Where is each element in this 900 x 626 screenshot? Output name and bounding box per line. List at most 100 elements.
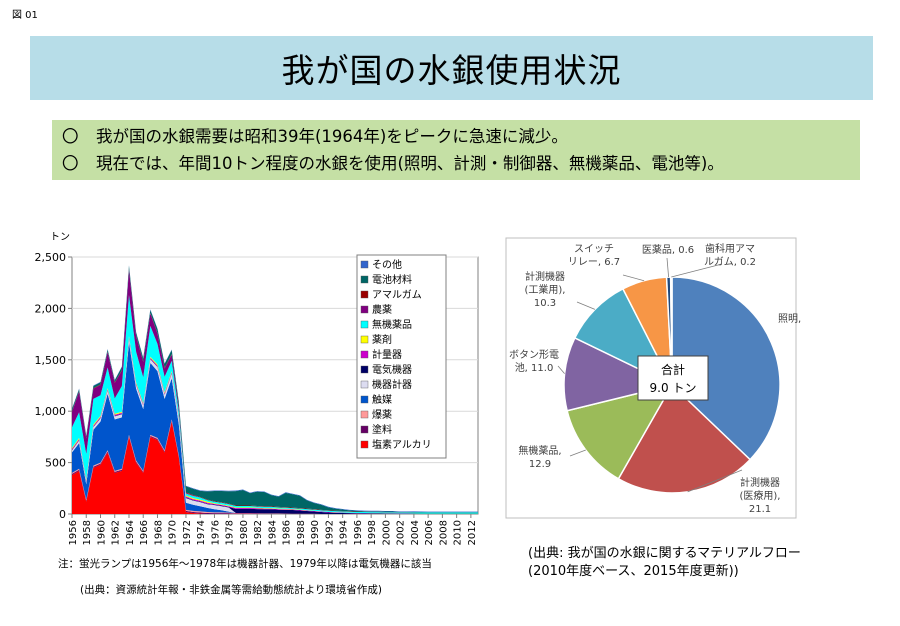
leader-line <box>687 469 743 493</box>
y-tick-label: 1,000 <box>35 405 67 418</box>
leader-line <box>576 301 596 310</box>
legend-swatch <box>360 260 369 269</box>
x-tick-label: 2012 <box>467 520 478 545</box>
pie-slice-label: 歯科用アマルガム, 0.2 <box>704 242 756 268</box>
legend-swatch <box>360 395 369 404</box>
x-tick-label: 1974 <box>196 520 207 545</box>
legend-swatch <box>360 380 369 389</box>
total-value: 9.0 トン <box>650 381 697 395</box>
y-tick-label: 2,000 <box>35 302 67 315</box>
x-tick-label: 2010 <box>453 520 464 545</box>
x-tick-label: 1972 <box>182 520 193 545</box>
legend-label: 電気機器 <box>372 363 412 376</box>
legend-label: 農薬 <box>372 303 392 316</box>
bullet-mark: 〇 <box>62 154 79 173</box>
x-tick-label: 1984 <box>267 520 278 545</box>
leader-line <box>557 365 565 374</box>
x-tick-label: 2002 <box>396 520 407 545</box>
summary-line-1: 〇我が国の水銀需要は昭和39年(1964年)をピークに急速に減少。 <box>52 123 860 150</box>
pie-slice <box>617 383 752 494</box>
x-tick-label: 1988 <box>296 520 307 545</box>
y-axis-unit: トン <box>50 232 70 243</box>
legend-swatch <box>360 440 369 449</box>
x-tick-label: 1976 <box>210 520 221 545</box>
legend-swatch <box>360 320 369 329</box>
source-left: (出典：資源統計年報・非鉄金属等需給動態統計より環境省作成) <box>80 584 382 596</box>
x-tick-label: 2000 <box>381 520 392 545</box>
title-banner: 我が国の水銀使用状況 <box>30 36 873 100</box>
chart-note: 注：蛍光ランプは1956年～1978年は機器計器、1979年以降は電気機器に該当 <box>58 558 432 570</box>
leader-line <box>666 257 669 278</box>
total-box <box>637 355 709 401</box>
x-tick-label: 1966 <box>139 520 150 545</box>
legend-swatch <box>360 410 369 419</box>
legend-swatch <box>360 365 369 374</box>
x-tick-label: 2008 <box>438 520 449 545</box>
legend-label: 薬剤 <box>372 333 392 346</box>
area-series <box>72 342 478 514</box>
pie-slice-label: ボタン形電池, 11.0 <box>509 349 559 374</box>
bullet-mark: 〇 <box>62 127 79 146</box>
legend-swatch <box>360 425 369 434</box>
legend-swatch <box>360 275 369 284</box>
x-tick-label: 1998 <box>367 520 378 545</box>
x-tick-label: 1962 <box>111 520 122 545</box>
x-tick-label: 1956 <box>68 520 79 545</box>
pie-slice-label: 計測機器(工業用), 10.3 <box>525 270 566 309</box>
x-tick-label: 1970 <box>168 520 179 545</box>
y-tick-label: 500 <box>45 457 66 470</box>
y-tick-label: 2,500 <box>35 251 67 264</box>
source-right-line-2: (2010年度ベース、2015年度更新)) <box>528 564 739 579</box>
figure-number: 図 01 <box>12 10 38 21</box>
legend-swatch <box>360 350 369 359</box>
area-chart: 0 500 1,000 1,500 2,000 2,500 1956 1958 1960 1962… <box>35 251 479 545</box>
legend-label: 計量器 <box>372 348 402 361</box>
x-tick-label: 1968 <box>153 520 164 545</box>
legend-label: 触媒 <box>372 393 392 406</box>
pie-slice <box>671 276 781 461</box>
x-tick-label: 1994 <box>339 520 350 545</box>
legend-label: 爆薬 <box>372 409 392 421</box>
x-tick-label: 1980 <box>239 520 250 545</box>
area-series <box>72 421 478 514</box>
pie-slice-label: 医薬品, 0.6 <box>642 244 694 256</box>
total-label: 合計 <box>661 362 685 377</box>
legend-swatch <box>360 305 369 314</box>
x-tick-label: 2004 <box>410 520 421 545</box>
legend-label: 機器計器 <box>372 378 412 391</box>
pie-slice-label: 計測機器(医療用), 21.1 <box>740 476 781 515</box>
page-title: 我が国の水銀使用状況 <box>281 51 622 90</box>
x-tick-label: 1982 <box>253 520 264 545</box>
leader-line <box>569 449 586 457</box>
legend-label: その他 <box>372 258 402 271</box>
pie-slice-label: スイッチリレー, 6.7 <box>568 243 620 268</box>
summary-box: 〇我が国の水銀需要は昭和39年(1964年)をピークに急速に減少。 〇現在では、… <box>52 120 860 180</box>
summary-text-2: 現在では、年間10トン程度の水銀を使用(照明、計測・制御器、無機薬品、電池等)。 <box>96 154 724 173</box>
source-right-line-1: (出典: 我が国の水銀に関するマテリアルフロー <box>528 546 801 561</box>
x-tick-label: 1958 <box>82 520 93 545</box>
x-tick-label: 1978 <box>225 520 236 545</box>
pie-slice <box>566 383 674 480</box>
pie-slice <box>563 336 675 412</box>
y-tick-label: 1,500 <box>35 354 67 367</box>
y-tick-label: 0 <box>59 508 66 521</box>
legend-label: アマルガム <box>372 289 422 301</box>
legend-label: 無機薬品 <box>372 318 412 331</box>
leader-line <box>671 263 723 278</box>
x-tick-label: 2006 <box>424 520 435 545</box>
legend-swatch <box>360 290 369 299</box>
x-tick-label: 1992 <box>324 520 335 545</box>
leader-line <box>622 274 645 282</box>
summary-line-2: 〇現在では、年間10トン程度の水銀を使用(照明、計測・制御器、無機薬品、電池等)… <box>52 150 860 177</box>
legend-label: 塩素アルカリ <box>372 438 432 451</box>
source-right: (出典: 我が国の水銀に関するマテリアルフロー (2010年度ベース、2015年… <box>528 545 801 581</box>
x-tick-label: 1964 <box>125 520 136 545</box>
legend-swatch <box>360 335 369 344</box>
pie-slice-label: 照明, 37.1 <box>778 313 802 325</box>
legend-label: 電池材料 <box>372 273 412 286</box>
legend-box <box>356 254 447 459</box>
x-tick-label: 1996 <box>353 520 364 545</box>
pie-chart: 照明, 37.1 計測機器(医療用),21.1 無機薬品,12.9 ボタン形電池, 1… <box>505 237 802 519</box>
x-tick-label: 1986 <box>282 520 293 545</box>
legend-label: 塗料 <box>372 423 392 436</box>
